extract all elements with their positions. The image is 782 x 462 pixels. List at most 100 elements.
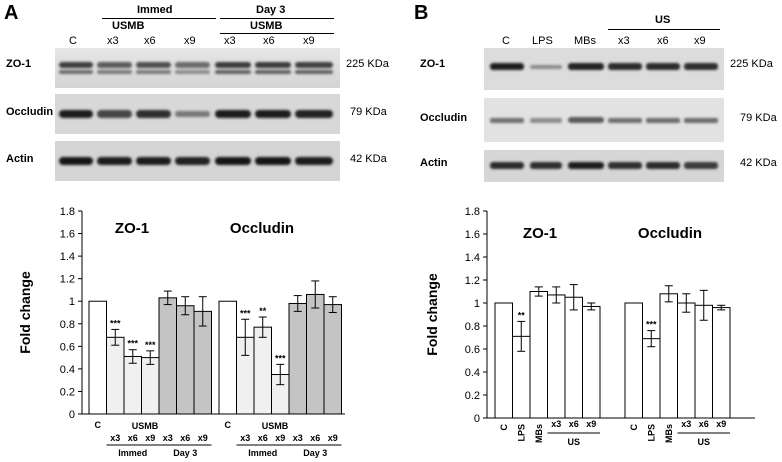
significance-label: ***	[145, 340, 156, 350]
header-usmb-2-line	[220, 33, 334, 34]
category-label: C	[95, 420, 102, 430]
bar	[176, 305, 195, 415]
y-tick-label: 1.8	[60, 206, 75, 218]
category-label: x3	[551, 419, 561, 429]
header-day3: Day 3	[256, 4, 286, 16]
bar	[218, 300, 237, 415]
y-axis-label: Fold change	[424, 273, 440, 356]
significance-label: ***	[646, 320, 657, 330]
bar	[582, 305, 601, 419]
y-tick-label: 1.8	[465, 206, 480, 218]
blot-label-zo1: ZO-1	[6, 58, 32, 70]
group-title: Occludin	[638, 225, 702, 242]
significance-label: **	[518, 310, 526, 320]
y-tick-label: 0.2	[60, 386, 75, 398]
lane-label: C	[502, 35, 510, 47]
category-label: MBs	[534, 424, 544, 443]
significance-label: ***	[110, 318, 121, 328]
category-label: LPS	[646, 424, 656, 442]
y-tick-label: 1.4	[60, 251, 75, 263]
bar	[193, 310, 212, 415]
lane-label: C	[69, 35, 77, 47]
bar	[323, 304, 342, 415]
category-label: x9	[145, 433, 155, 443]
sub-label-day3: Day 3	[173, 448, 197, 458]
y-tick-label: 1	[474, 298, 480, 310]
y-tick-label: 0.4	[465, 367, 480, 379]
y-axis-label: Fold change	[17, 271, 33, 354]
y-tick-label: 0.8	[60, 319, 75, 331]
y-tick-label: 0.6	[60, 341, 75, 353]
blot-image-b-actin	[484, 150, 724, 182]
bar	[141, 357, 160, 415]
category-label: MBs	[664, 424, 674, 443]
bar	[659, 293, 678, 419]
bar	[253, 326, 272, 415]
kda-occludin: 79 KDa	[350, 106, 387, 118]
kda-zo1-b: 225 KDa	[730, 58, 773, 70]
sub-label-immed: Immed	[118, 448, 147, 458]
bar	[88, 300, 107, 415]
category-label: C	[499, 424, 509, 431]
significance-label: ***	[127, 339, 138, 349]
category-label: x6	[569, 419, 579, 429]
sub-label-immed: Immed	[248, 448, 277, 458]
significance-label: ***	[240, 308, 251, 318]
bar	[529, 291, 548, 419]
y-tick-label: 0.2	[465, 390, 480, 402]
blot-label-actin: Actin	[6, 153, 34, 165]
bar	[694, 304, 713, 419]
blot-label-occludin-b: Occludin	[420, 112, 468, 124]
panel-b-letter: B	[414, 2, 429, 24]
lane-label: LPS	[532, 35, 553, 47]
lane-label: MBs	[574, 35, 596, 47]
blot-image-a-occludin	[55, 94, 340, 134]
bar	[677, 302, 696, 419]
blot-image-a-zo1	[55, 48, 340, 88]
lane-label: x6	[657, 35, 669, 47]
lane-label: x9	[694, 35, 706, 47]
bar	[564, 296, 583, 419]
blot-label-occludin: Occludin	[6, 106, 54, 118]
group-label-us: US	[697, 437, 710, 447]
group-title: ZO-1	[523, 225, 557, 242]
bar	[547, 294, 566, 419]
category-label: x9	[716, 419, 726, 429]
group-title: Occludin	[230, 220, 294, 237]
header-us: US	[655, 14, 671, 26]
category-label: x3	[681, 419, 691, 429]
blot-label-zo1-b: ZO-1	[420, 58, 446, 70]
group-title: ZO-1	[115, 220, 149, 237]
header-usmb-1: USMB	[112, 20, 145, 32]
panel-a-letter: A	[4, 2, 19, 24]
y-tick-label: 1.2	[60, 274, 75, 286]
significance-label: **	[259, 306, 267, 316]
kda-occludin-b: 79 KDa	[740, 112, 777, 124]
category-label: x6	[699, 419, 709, 429]
category-label: x6	[258, 433, 268, 443]
category-label: x3	[110, 433, 120, 443]
bar	[288, 302, 307, 415]
lane-label: x6	[144, 35, 156, 47]
y-tick-label: 1.2	[465, 275, 480, 287]
category-label: x6	[128, 433, 138, 443]
blot-image-a-actin	[55, 141, 340, 181]
category-label: x9	[275, 433, 285, 443]
y-tick-label: 0	[474, 413, 480, 425]
header-immed-line	[102, 18, 216, 19]
group-label-usmb: USMB	[132, 421, 159, 431]
kda-zo1: 225 KDa	[346, 58, 389, 70]
blot-image-b-occludin	[484, 98, 724, 142]
header-usmb-2: USMB	[250, 20, 283, 32]
y-tick-label: 0	[69, 409, 75, 421]
category-label: x3	[163, 433, 173, 443]
y-tick-label: 0.6	[465, 344, 480, 356]
category-label: x9	[198, 433, 208, 443]
category-label: x9	[586, 419, 596, 429]
bar	[624, 302, 643, 419]
lane-label: x3	[224, 35, 236, 47]
lane-label: x3	[618, 35, 630, 47]
bar	[712, 307, 731, 419]
group-label-us: US	[567, 437, 580, 447]
significance-label: ***	[275, 353, 286, 363]
